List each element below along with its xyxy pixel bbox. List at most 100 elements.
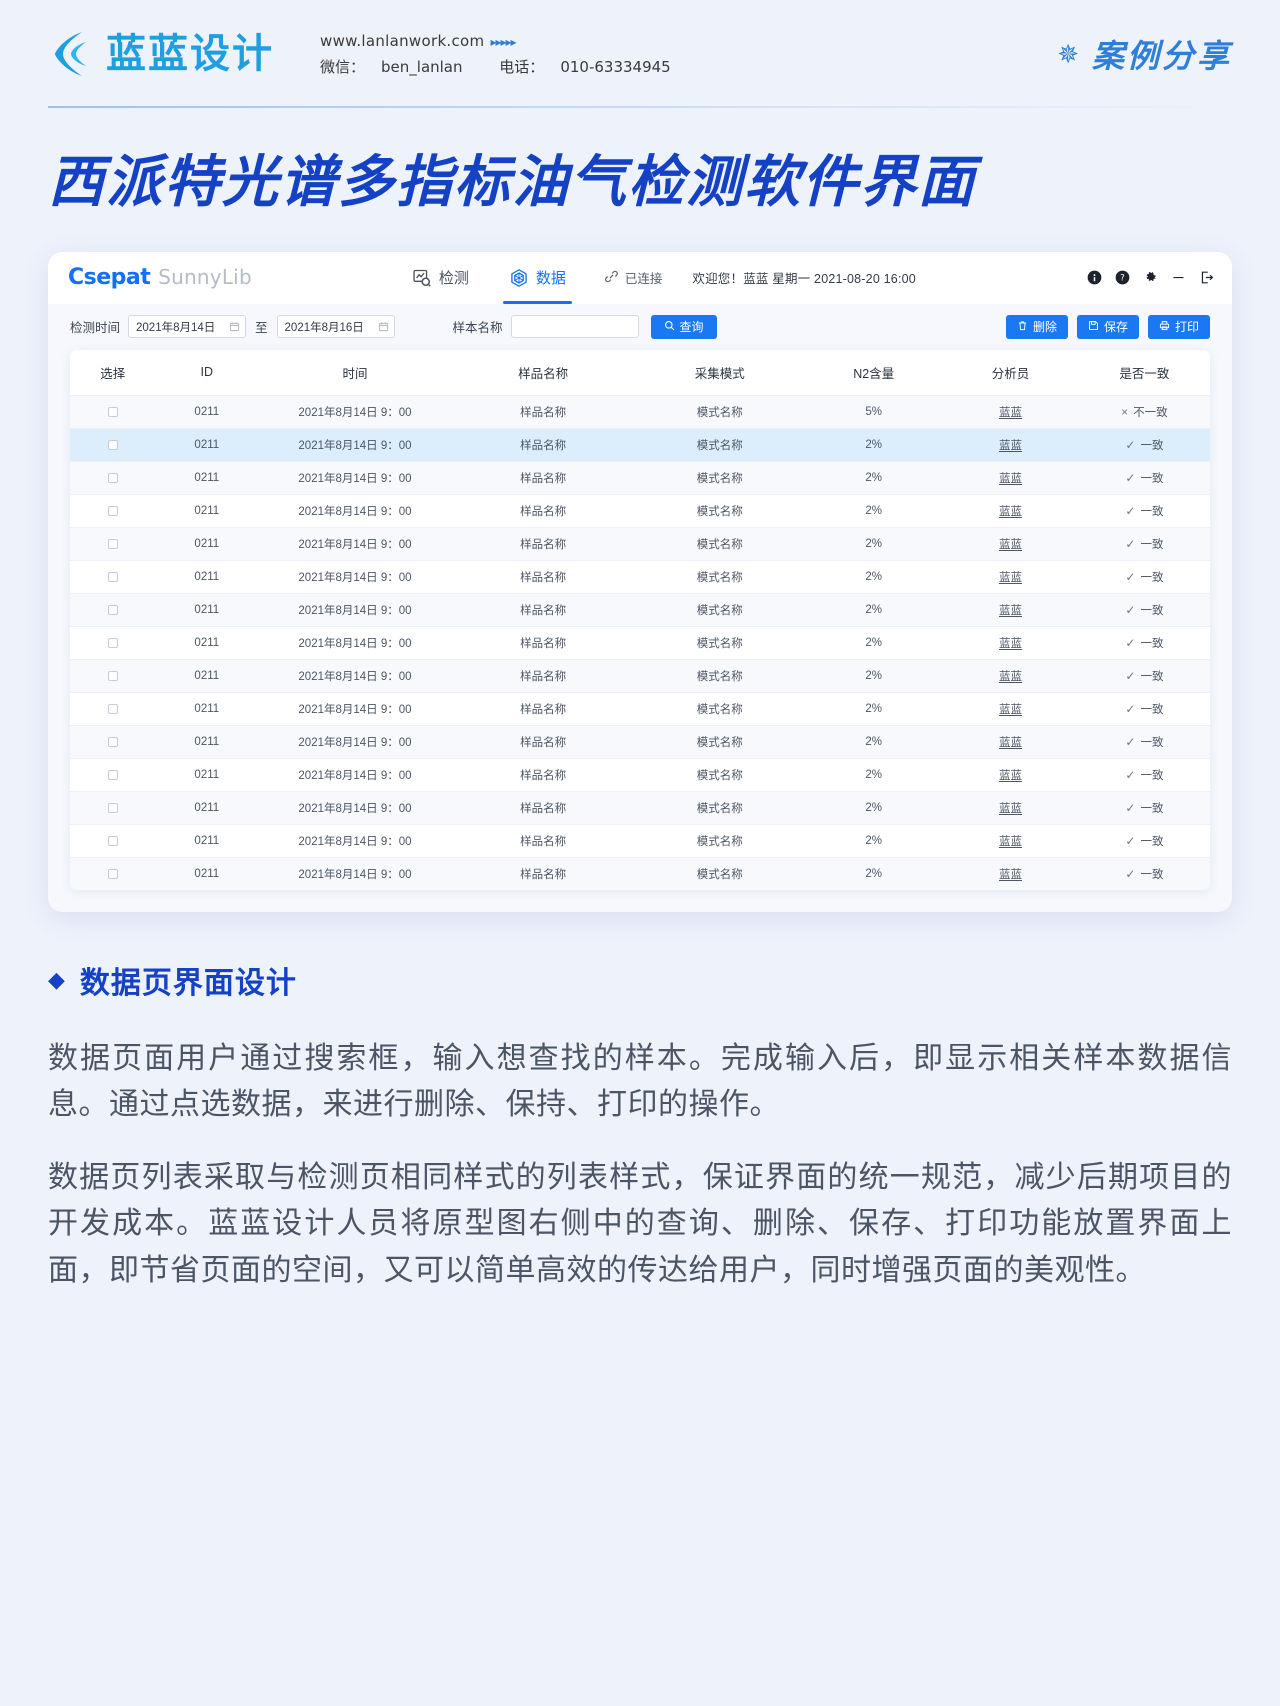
table-row[interactable]: 0211 2021年8月14日 9：00 样品名称 模式名称 2% 蓝蓝 ✓ 一致 [70,493,1210,528]
row-select-checkbox[interactable] [70,691,156,726]
table-row[interactable]: 0211 2021年8月14日 9：00 样品名称 模式名称 2% 蓝蓝 ✓ 一致 [70,724,1210,759]
cell-time: 2021年8月14日 9：00 [258,394,452,429]
row-checkbox[interactable] [107,472,118,483]
row-checkbox[interactable] [107,835,118,846]
cell-sample: 样品名称 [451,625,635,660]
section-heading-label: 数据页界面设计 [79,966,297,1000]
delete-button[interactable]: 删除 [1005,314,1068,339]
cell-consistent: ✓ 一致 [1078,460,1210,495]
cell-analyst: 蓝蓝 [942,493,1079,528]
row-select-checkbox[interactable] [70,790,156,825]
date-from-input[interactable]: 2021年8月14日 [128,315,247,339]
row-select-checkbox[interactable] [70,856,156,890]
date-range-separator: 至 [255,321,268,336]
sparkle-icon: ✵ [1057,38,1082,69]
row-select-checkbox[interactable] [70,394,156,429]
date-to-input[interactable]: 2021年8月16日 [276,315,395,339]
save-button-label: 保存 [1103,320,1128,335]
consistency-label: 一致 [1140,769,1164,782]
info-icon[interactable] [1087,270,1102,285]
cell-id: 0211 [155,724,259,759]
table-row[interactable]: 0211 2021年8月14日 9：00 样品名称 模式名称 2% 蓝蓝 ✓ 一致 [70,823,1210,858]
col-sample-name: 样品名称 [451,349,635,396]
save-button[interactable]: 保存 [1076,314,1139,339]
header-divider [48,106,1232,108]
row-select-checkbox[interactable] [70,493,156,528]
sample-name-input[interactable] [510,315,639,339]
row-checkbox[interactable] [107,670,118,681]
table-row[interactable]: 0211 2021年8月14日 9：00 样品名称 模式名称 2% 蓝蓝 ✓ 一致 [70,559,1210,594]
table-row[interactable]: 0211 2021年8月14日 9：00 样品名称 模式名称 2% 蓝蓝 ✓ 一致 [70,625,1210,660]
row-checkbox[interactable] [107,604,118,615]
cell-sample: 样品名称 [451,658,635,693]
table-row[interactable]: 0211 2021年8月14日 9：00 样品名称 模式名称 2% 蓝蓝 ✓ 一致 [70,691,1210,726]
row-checkbox[interactable] [107,736,118,747]
cell-id: 0211 [155,493,259,528]
sample-name-label: 样本名称 [452,321,503,336]
connection-label: 已连接 [624,272,663,287]
row-select-checkbox[interactable] [70,625,156,660]
cell-time: 2021年8月14日 9：00 [258,526,452,561]
search-icon [664,320,675,334]
row-checkbox[interactable] [107,505,118,516]
gear-icon[interactable] [1143,270,1158,285]
row-select-checkbox[interactable] [70,427,156,462]
check-icon: ✓ [1125,536,1136,551]
row-select-checkbox[interactable] [70,526,156,561]
col-analyst: 分析员 [942,349,1079,396]
cell-consistent: ✓ 一致 [1078,790,1210,825]
table-row[interactable]: 0211 2021年8月14日 9：00 样品名称 模式名称 2% 蓝蓝 ✓ 一致 [70,592,1210,627]
nav-item-detect[interactable]: 检测 [412,252,469,304]
cell-n2: 2% [805,757,943,792]
row-select-checkbox[interactable] [70,460,156,495]
cell-sample: 样品名称 [451,394,635,429]
help-icon[interactable]: ? [1115,270,1130,285]
cell-n2: 2% [805,592,943,627]
row-checkbox[interactable] [107,769,118,780]
cell-id: 0211 [155,757,259,792]
row-checkbox[interactable] [107,703,118,714]
exit-icon[interactable] [1199,270,1214,285]
row-select-checkbox[interactable] [70,658,156,693]
table-row[interactable]: 0211 2021年8月14日 9：00 样品名称 模式名称 2% 蓝蓝 ✓ 一致 [70,790,1210,825]
cell-id: 0211 [155,691,259,726]
row-select-checkbox[interactable] [70,559,156,594]
trash-icon [1017,320,1028,334]
row-checkbox[interactable] [107,802,118,813]
row-select-checkbox[interactable] [70,592,156,627]
minimize-icon[interactable] [1171,270,1186,285]
table-row[interactable]: 0211 2021年8月14日 9：00 样品名称 模式名称 2% 蓝蓝 ✓ 一致 [70,526,1210,561]
row-checkbox[interactable] [107,637,118,648]
nav-item-data[interactable]: 数据 [502,252,572,304]
table-row[interactable]: 0211 2021年8月14日 9：00 样品名称 模式名称 2% 蓝蓝 ✓ 一致 [70,856,1210,890]
row-checkbox[interactable] [107,538,118,549]
query-button[interactable]: 查询 [650,314,717,339]
cell-sample: 样品名称 [451,757,635,792]
print-button[interactable]: 打印 [1147,314,1210,339]
cell-analyst: 蓝蓝 [942,394,1079,429]
table-row[interactable]: 0211 2021年8月14日 9：00 样品名称 模式名称 5% 蓝蓝 × 不一致 [70,394,1210,429]
row-checkbox[interactable] [107,571,118,582]
row-checkbox[interactable] [107,868,118,879]
cell-sample: 样品名称 [451,526,635,561]
table-row[interactable]: 0211 2021年8月14日 9：00 样品名称 模式名称 2% 蓝蓝 ✓ 一致 [70,460,1210,495]
table-row[interactable]: 0211 2021年8月14日 9：00 样品名称 模式名称 2% 蓝蓝 ✓ 一致 [70,658,1210,693]
cell-consistent: ✓ 一致 [1078,493,1210,528]
consistency-label: 一致 [1140,472,1164,485]
cell-n2: 2% [805,625,943,660]
row-checkbox[interactable] [107,406,118,417]
row-checkbox[interactable] [107,439,118,450]
row-select-checkbox[interactable] [70,757,156,792]
cell-time: 2021年8月14日 9：00 [258,559,452,594]
date-from-value: 2021年8月14日 [136,321,216,334]
table-row[interactable]: 0211 2021年8月14日 9：00 样品名称 模式名称 2% 蓝蓝 ✓ 一致 [70,427,1210,462]
check-icon: ✓ [1125,734,1136,749]
cell-id: 0211 [155,856,259,890]
nav-label-data: 数据 [535,270,566,288]
table-row[interactable]: 0211 2021年8月14日 9：00 样品名称 模式名称 2% 蓝蓝 ✓ 一致 [70,757,1210,792]
row-select-checkbox[interactable] [70,823,156,858]
data-cube-icon [509,268,529,288]
connection-status: 已连接 [604,268,663,287]
cell-sample: 样品名称 [451,724,635,759]
row-select-checkbox[interactable] [70,724,156,759]
